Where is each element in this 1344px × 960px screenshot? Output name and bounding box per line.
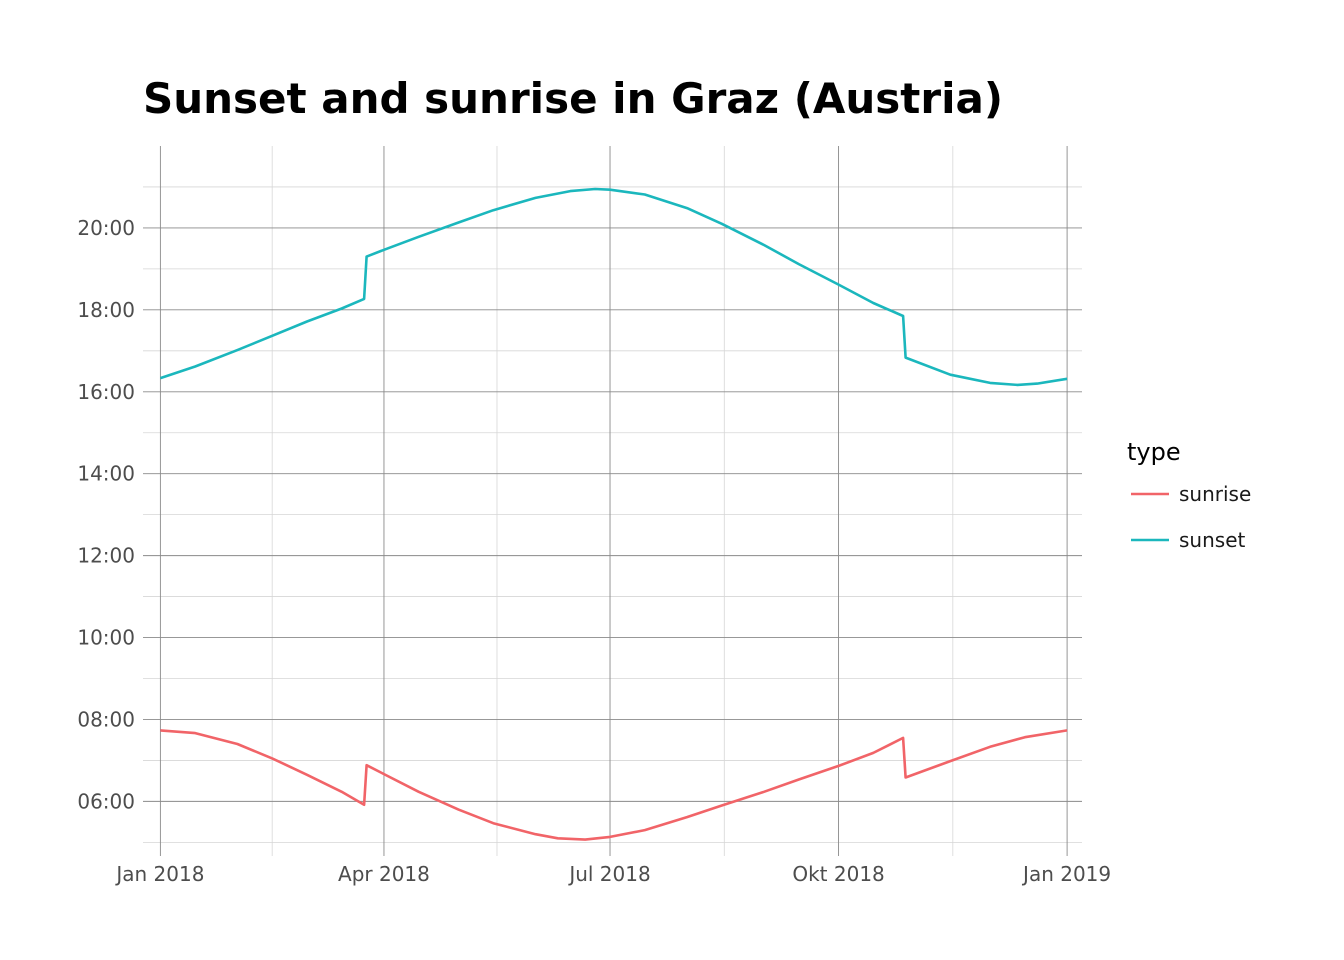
plot-grid [143, 146, 1082, 856]
x-tick-label: Jul 2018 [567, 862, 650, 886]
x-tick-label: Okt 2018 [792, 862, 884, 886]
legend-title: type [1127, 438, 1181, 466]
y-tick-label: 16:00 [77, 380, 135, 404]
plot-series [159, 187, 1068, 841]
y-tick-label: 18:00 [77, 298, 135, 322]
y-tick-label: 20:00 [77, 216, 135, 240]
sunrise-line [160, 729, 1068, 841]
y-tick-label: 14:00 [77, 462, 135, 486]
sunset-line [159, 187, 1068, 387]
x-tick-label: Jan 2018 [114, 862, 204, 886]
chart-title: Sunset and sunrise in Graz (Austria) [143, 74, 1003, 123]
y-tick-label: 06:00 [77, 789, 135, 813]
x-tick-label: Apr 2018 [338, 862, 430, 886]
legend-label-sunset: sunset [1179, 528, 1245, 552]
x-tick-label: Jan 2019 [1021, 862, 1111, 886]
y-tick-label: 12:00 [77, 544, 135, 568]
legend-label-sunrise: sunrise [1179, 482, 1251, 506]
y-axis: 06:00 08:00 10:00 12:00 14:00 16:00 18:00 20:00 [77, 216, 135, 813]
x-axis: Jan 2018 Apr 2018 Jul 2018 Okt 2018 Jan 2019 [114, 862, 1111, 886]
y-tick-label: 08:00 [77, 707, 135, 731]
legend: type sunrise sunset [1127, 438, 1251, 552]
y-tick-label: 10:00 [77, 626, 135, 650]
